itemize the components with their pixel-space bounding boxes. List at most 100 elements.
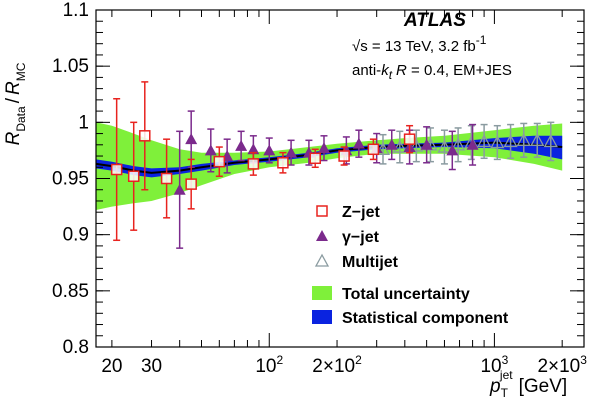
point-marker [446,144,459,156]
data-point [420,126,433,164]
x-tick-label: 102 [255,353,283,377]
point-marker [338,150,350,162]
data-point [490,124,505,161]
data-point [437,129,452,165]
point-marker [309,152,321,165]
legend-item: Z−jet [316,204,380,221]
point-marker [451,137,466,151]
data-point [185,158,197,210]
point-marker [367,143,380,156]
data-point [352,129,365,158]
x-axis-title: pTjet[GeV] [489,368,567,400]
legend-label: Statistical component [342,310,509,327]
y-tick-label: 1.1 [63,0,89,21]
data-point [263,137,276,164]
point-marker [490,135,505,149]
point-marker [403,133,416,145]
data-point [160,138,173,219]
point-marker [477,134,492,148]
y-tick-label: 0.95 [52,169,89,190]
y-tick-label: 0.8 [63,337,89,358]
data-point [285,139,298,166]
data-point [503,123,518,160]
legend-marker [314,253,330,267]
point-marker [277,157,289,169]
x-tick-label: 2×103 [537,353,587,377]
legend-swatch [312,286,332,300]
point-marker [185,178,197,190]
point-marker [235,139,248,151]
point-marker [466,138,479,150]
point-marker [185,133,198,145]
y-tick-label: 0.85 [52,281,89,302]
chart-title: ATLAS [403,10,466,31]
point-marker [420,138,433,150]
point-marker [285,146,298,158]
data-point [247,151,260,176]
data-point [446,130,459,171]
point-marker [263,144,276,156]
point-marker [385,138,398,150]
data-point [110,97,123,242]
point-marker [392,139,407,153]
point-marker [127,170,140,183]
data-point [127,121,140,231]
point-marker [204,144,217,156]
data-point [466,123,479,166]
y-tick-label: 1 [78,112,89,133]
point-marker [352,137,365,149]
legend-item: γ−jet [316,229,380,246]
point-marker [516,132,531,146]
legend-label: Total uncertainty [342,286,470,303]
axis-ticks [96,9,584,348]
x-tick-label: 20 [101,356,122,377]
point-marker [409,138,424,152]
x-tick-label: 2×102 [312,353,362,377]
legend: Z−jet γ−jet Multijet Total uncertainty Stati… [312,204,509,327]
tick-labels: 0.8 0.85 0.9 0.95 1 1.05 1.1 20 30 102 2×102 103 2×1… [52,0,587,377]
statistical-component-band [96,135,563,178]
point-marker [160,172,173,185]
point-marker [530,132,545,146]
x-tick-label: 103 [480,353,508,377]
legend-swatch [312,310,332,324]
data-point [530,122,545,158]
point-marker [543,134,558,148]
data-point [403,124,416,154]
x-tick-label: 30 [141,356,162,377]
legend-label: Z−jet [342,204,380,221]
point-marker [173,183,186,195]
point-marker [139,130,151,142]
data-point [543,121,558,162]
point-marker [247,158,260,170]
energy-annotation: √s = 13 TeV, 3.2 fb-1 [352,33,487,55]
data-point [317,135,330,162]
legend-marker [316,230,328,241]
data-point [277,151,289,174]
data-point [409,129,424,163]
legend-item: Statistical component [312,310,509,327]
legend-item: Multijet [314,253,399,271]
y-axis-title: RData/RMC [3,62,28,145]
point-marker [503,134,518,148]
data-point [385,129,398,161]
data-points-layer [110,81,558,249]
data-point [173,130,186,249]
data-point [213,146,226,178]
data-point [392,130,407,164]
point-marker [247,143,260,155]
data-point [309,148,321,169]
legend-marker [316,205,328,217]
series-z-jet [110,81,416,242]
data-point [139,81,151,191]
data-point [338,146,350,166]
legend-item: Total uncertainty [312,286,470,303]
data-point [367,138,380,161]
data-point [477,123,492,160]
data-point [204,128,217,173]
data-point [451,127,466,163]
point-marker [110,163,123,176]
series-γ-jet [173,110,479,249]
legend-label: γ−jet [342,229,380,246]
